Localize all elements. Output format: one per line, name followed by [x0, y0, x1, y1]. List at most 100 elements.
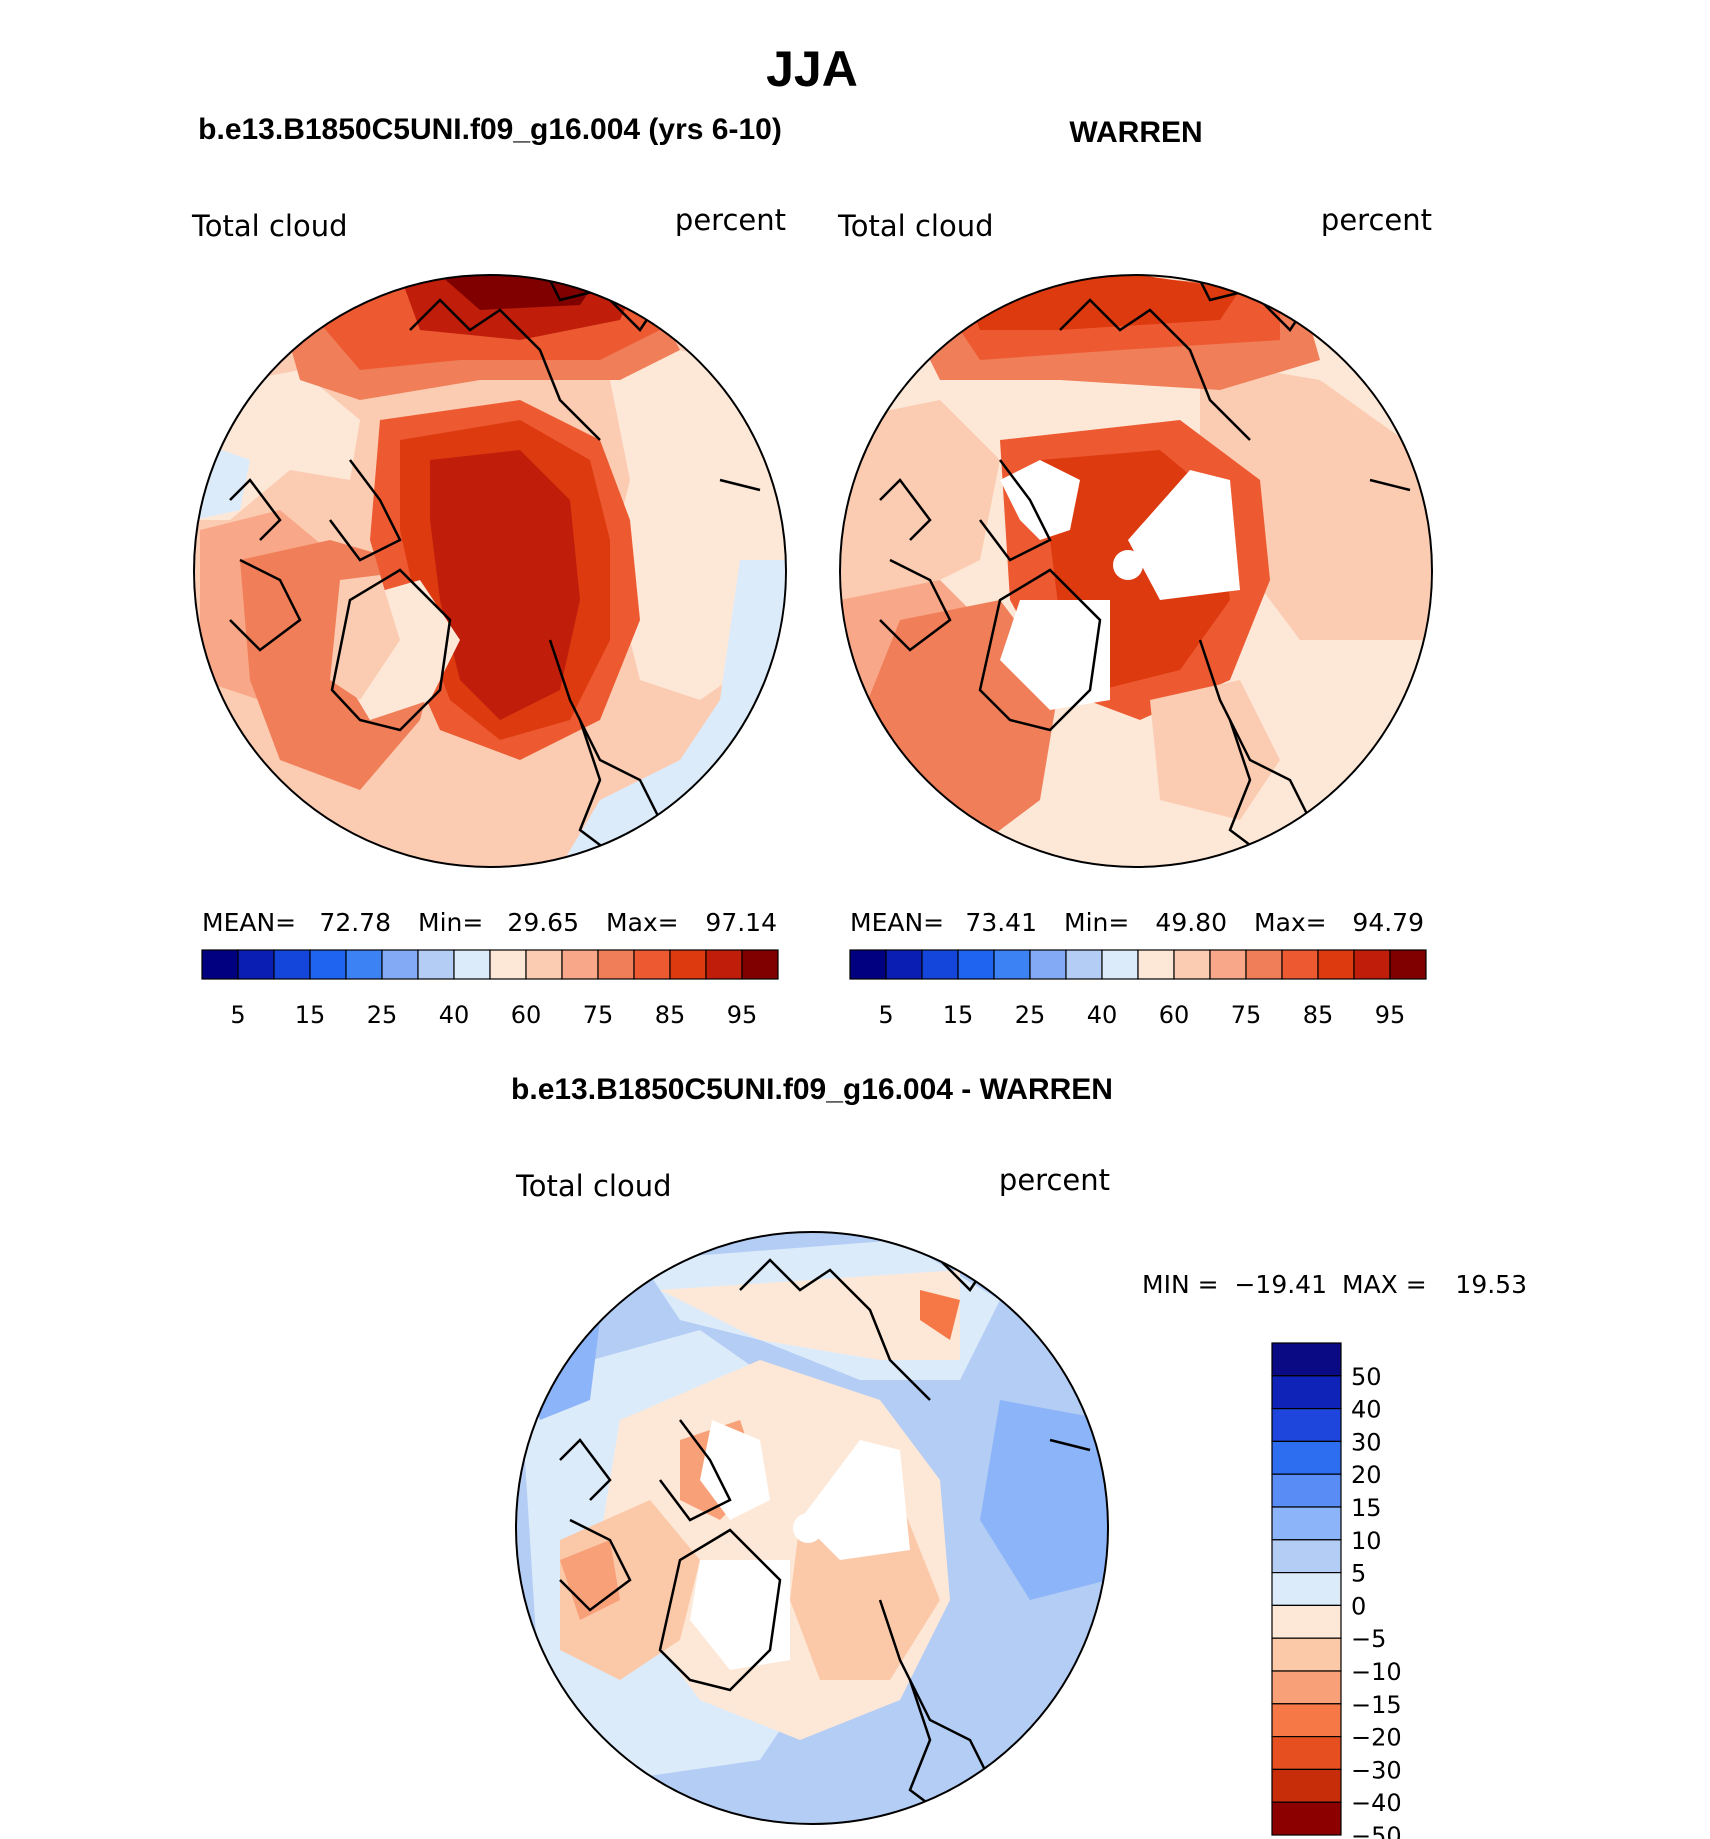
panel-b-min-value: 49.80	[1155, 908, 1227, 937]
panel-b-map-border	[839, 274, 1433, 868]
panel-c-colorbar-box	[1271, 1539, 1342, 1574]
panel-a-colorbar-box	[525, 949, 563, 980]
panel-a-colorbar-box	[453, 949, 491, 980]
panel-c-colorbar-box	[1271, 1473, 1342, 1508]
panel-a-variable-label: Total cloud	[191, 209, 347, 243]
panel-b-colorbar-box	[1245, 949, 1283, 980]
panel-b-title: WARREN	[1069, 116, 1202, 149]
panel-b-colorbar-tick-label: 85	[1303, 1001, 1334, 1029]
panel-c-colorbar-box	[1271, 1375, 1342, 1410]
panel-c-colorbar-tick-label: 40	[1351, 1396, 1382, 1424]
panel-b-colorbar-tick-label: 60	[1159, 1001, 1190, 1029]
panel-a-colorbar-box	[417, 949, 455, 980]
panel-a-colorbar-tick-label: 40	[439, 1001, 470, 1029]
panel-b-colorbar-tick-label: 5	[878, 1001, 893, 1029]
panel-c-max-value: 19.53	[1455, 1270, 1527, 1299]
panel-a-max-label: Max=	[606, 908, 679, 937]
panel-a-colorbar-box	[705, 949, 743, 980]
panel-b-colorbar-box	[957, 949, 995, 980]
panel-c-colorbar-tick-label: −40	[1351, 1789, 1402, 1817]
panel-b-colorbar-tick-label: 95	[1375, 1001, 1406, 1029]
panel-a-mean-value: 72.78	[319, 908, 391, 937]
panel-b-units-label: percent	[1321, 203, 1432, 237]
panel-c-title: b.e13.B1850C5UNI.f09_g16.004 - WARREN	[511, 1073, 1113, 1106]
panel-a-colorbar-tick-label: 95	[727, 1001, 758, 1029]
panel-c-colorbar-box	[1271, 1735, 1342, 1770]
panel-b-colorbar-box	[1353, 949, 1391, 980]
panel-c-colorbar-tick-label: 50	[1351, 1363, 1382, 1391]
panel-b-colorbar-box	[1173, 949, 1211, 980]
panel-c-colorbar-tick-label: 0	[1351, 1592, 1366, 1620]
panel-b-mean-value: 73.41	[965, 908, 1037, 937]
panel-a-min-label: Min=	[418, 908, 483, 937]
panel-b-mean-label: MEAN=	[850, 908, 944, 937]
panel-b-colorbar-box	[1317, 949, 1355, 980]
panel-c-colorbar-box	[1271, 1506, 1342, 1541]
panel-c-colorbar-box	[1271, 1670, 1342, 1705]
panel-c-colorbar-box	[1271, 1768, 1342, 1803]
panel-a-colorbar-tick-label: 25	[367, 1001, 398, 1029]
panel-c-max-label: MAX =	[1342, 1270, 1427, 1299]
panel-c-colorbar-box	[1271, 1637, 1342, 1672]
panel-b-max-label: Max=	[1254, 908, 1327, 937]
panel-b-colorbar-tick-label: 25	[1015, 1001, 1046, 1029]
panel-c-colorbar-box	[1271, 1703, 1342, 1738]
panel-c-colorbar-tick-label: −20	[1351, 1724, 1402, 1752]
panel-b-colorbar-tick-label: 40	[1087, 1001, 1118, 1029]
panel-c-colorbar-tick-label: −5	[1351, 1625, 1386, 1653]
panel-b-variable-label: Total cloud	[837, 209, 993, 243]
panel-c-colorbar-tick-label: 5	[1351, 1560, 1366, 1588]
panel-a-colorbar-box	[561, 949, 599, 980]
panel-b-colorbar-box	[921, 949, 959, 980]
panel-c-colorbar-box	[1271, 1342, 1342, 1377]
panel-a-colorbar: 5 15 25 40 60 75 85 95	[201, 949, 779, 1029]
panel-a-max-value: 97.14	[705, 908, 777, 937]
panel-c-colorbar-tick-label: 20	[1351, 1461, 1382, 1489]
panel-a-colorbar-box	[741, 949, 779, 980]
panel-c-colorbar-box	[1271, 1571, 1342, 1606]
panel-b-colorbar-box	[1209, 949, 1247, 980]
panel-c-colorbar-box	[1271, 1440, 1342, 1475]
panel-b-colorbar-box	[1101, 949, 1139, 980]
panel-b-colorbar-box	[993, 949, 1031, 980]
panel-c-colorbar-tick-label: 10	[1351, 1527, 1382, 1555]
panel-a-colorbar-tick-label: 60	[511, 1001, 542, 1029]
panel-c-min-label: MIN =	[1142, 1270, 1219, 1299]
panel-a-mean-label: MEAN=	[202, 908, 296, 937]
panel-c-variable-label: Total cloud	[515, 1169, 671, 1203]
panel-a-min-value: 29.65	[507, 908, 579, 937]
panel-b-colorbar: 5 15 25 40 60 75 85 95	[849, 949, 1427, 1029]
panel-b-colorbar-box	[849, 949, 887, 980]
panel-a-colorbar-box	[273, 949, 311, 980]
panel-b-colorbar-box	[1389, 949, 1427, 980]
panel-a-colorbar-box	[237, 949, 275, 980]
panel-b-colorbar-box	[885, 949, 923, 980]
panel-a-colorbar-tick-label: 85	[655, 1001, 686, 1029]
panel-a-map-border	[193, 274, 787, 868]
panel-b-map	[840, 275, 1432, 867]
panel-a-colorbar-tick-label: 75	[583, 1001, 614, 1029]
panel-b-colorbar-box	[1137, 949, 1175, 980]
panel-a-colorbar-tick-label: 5	[230, 1001, 245, 1029]
panel-c-colorbar-box	[1271, 1801, 1342, 1836]
panel-b-colorbar-tick-label: 15	[943, 1001, 974, 1029]
panel-a-colorbar-box	[669, 949, 707, 980]
panel-a-colorbar-box	[597, 949, 635, 980]
panel-a-colorbar-tick-label: 15	[295, 1001, 326, 1029]
panel-a-map	[194, 275, 786, 867]
panel-b-colorbar-box	[1065, 949, 1103, 980]
panel-b-colorbar-box	[1281, 949, 1319, 980]
panel-a-colorbar-box	[345, 949, 383, 980]
panel-b-colorbar-box	[1029, 949, 1067, 980]
panel-a-units-label: percent	[675, 203, 786, 237]
panel-b-min-label: Min=	[1064, 908, 1129, 937]
panel-a-colorbar-box	[633, 949, 671, 980]
panel-c-colorbar-box	[1271, 1604, 1342, 1639]
panel-c-colorbar-tick-label: −10	[1351, 1658, 1402, 1686]
panel-c-units-label: percent	[999, 1163, 1110, 1197]
panel-a-colorbar-box	[201, 949, 239, 980]
figure-title: JJA	[766, 41, 858, 97]
panel-c-colorbar-tick-label: −15	[1351, 1691, 1402, 1719]
